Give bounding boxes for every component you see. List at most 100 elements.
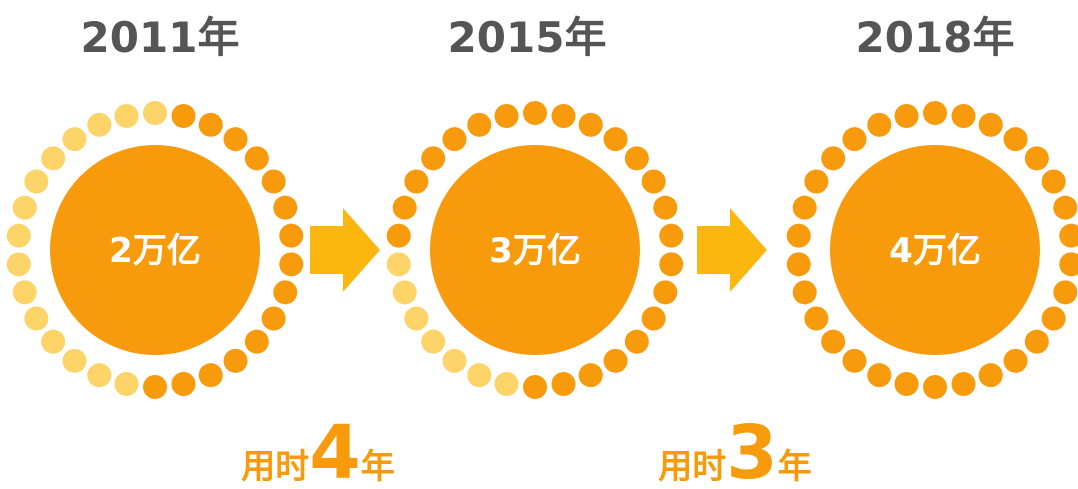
ring-dot [62, 127, 87, 152]
stage-circle [830, 145, 1040, 355]
ring-dot [273, 280, 298, 305]
amount: 2万亿 [109, 231, 201, 271]
ring-dot [786, 252, 811, 277]
ring-dot [404, 169, 429, 194]
ring-dot [223, 127, 248, 152]
ring-dot [653, 280, 678, 305]
ring-dot [786, 223, 811, 248]
ring-dot [551, 103, 576, 128]
ring-dot [842, 127, 867, 152]
ring-dot [641, 306, 666, 331]
ring-dot [244, 329, 269, 354]
ring-dot [392, 280, 417, 305]
ring-dot [279, 223, 304, 248]
ring-dot [894, 103, 919, 128]
ring-dot [641, 169, 666, 194]
ring-dot [279, 252, 304, 277]
ring-dot [1059, 252, 1078, 277]
arrow [697, 208, 767, 292]
ring-dot [1003, 348, 1028, 373]
year: 2011年 [81, 13, 240, 62]
ring-dot [386, 223, 411, 248]
amount: 4万亿 [889, 231, 981, 271]
ring-dot [12, 195, 37, 220]
ring-dot [404, 306, 429, 331]
ring-dot [143, 375, 167, 399]
year: 2015年 [448, 13, 607, 62]
ring-dot [867, 112, 892, 137]
year: 2018年 [856, 13, 1015, 62]
ring-dot [87, 112, 112, 137]
arrow [310, 208, 380, 292]
ring-dot [223, 348, 248, 373]
ring-dot [653, 195, 678, 220]
ring-dot [494, 372, 519, 397]
ring-dot [1024, 329, 1049, 354]
ring-dot [114, 103, 139, 128]
ring-dot [171, 103, 196, 128]
ring-dot [87, 363, 112, 388]
duration-number: 4 [309, 410, 361, 489]
ring-dot [62, 348, 87, 373]
duration: 用时4年 [241, 410, 395, 489]
ring-dot [978, 112, 1003, 137]
ring-dot [198, 363, 223, 388]
ring-dot [41, 146, 66, 171]
ring-dot [551, 372, 576, 397]
ring-dot [821, 146, 846, 171]
duration-prefix: 用时 [241, 447, 309, 487]
ring-dot [442, 348, 467, 373]
ring-dot [467, 112, 492, 137]
ring-dot [821, 329, 846, 354]
ring-dot [273, 195, 298, 220]
ring-dot [659, 223, 684, 248]
ring-dot [659, 252, 684, 277]
ring-dot [6, 252, 31, 277]
ring-dot [244, 146, 269, 171]
ring-dot [1003, 127, 1028, 152]
stage-circle [430, 145, 640, 355]
ring-dot [386, 252, 411, 277]
ring-dot [1059, 223, 1078, 248]
ring-dot [421, 329, 446, 354]
ring-dot [392, 195, 417, 220]
ring-dot [467, 363, 492, 388]
ring-dot [12, 280, 37, 305]
ring-dot [624, 146, 649, 171]
ring-dot [978, 363, 1003, 388]
ring-dot [1053, 280, 1078, 305]
ring-dot [494, 103, 519, 128]
duration-prefix: 用时 [658, 447, 726, 487]
ring-dot [1041, 169, 1066, 194]
ring-dot [894, 372, 919, 397]
ring-dot [171, 372, 196, 397]
duration-number: 3 [726, 410, 778, 489]
ring-dot [578, 363, 603, 388]
amount: 3万亿 [489, 231, 581, 271]
ring-dot [1041, 306, 1066, 331]
ring-dot [261, 169, 286, 194]
ring-dot [1024, 146, 1049, 171]
ring-dot [442, 127, 467, 152]
ring-dot [41, 329, 66, 354]
duration: 用时3年 [658, 410, 812, 489]
ring-dot [603, 348, 628, 373]
ring-dot [421, 146, 446, 171]
ring-dot [603, 127, 628, 152]
ring-dot [867, 363, 892, 388]
rings [6, 101, 1078, 399]
stage-circle [50, 145, 260, 355]
ring-dot [24, 306, 49, 331]
ring-dot [143, 101, 167, 125]
ring-dot [578, 112, 603, 137]
ring-dot [523, 101, 547, 125]
ring-dot [804, 169, 829, 194]
ring-dot [951, 103, 976, 128]
ring-dot [1053, 195, 1078, 220]
ring-dot [923, 101, 947, 125]
ring-dot [624, 329, 649, 354]
ring-dot [804, 306, 829, 331]
ring-dot [261, 306, 286, 331]
ring-dot [792, 280, 817, 305]
